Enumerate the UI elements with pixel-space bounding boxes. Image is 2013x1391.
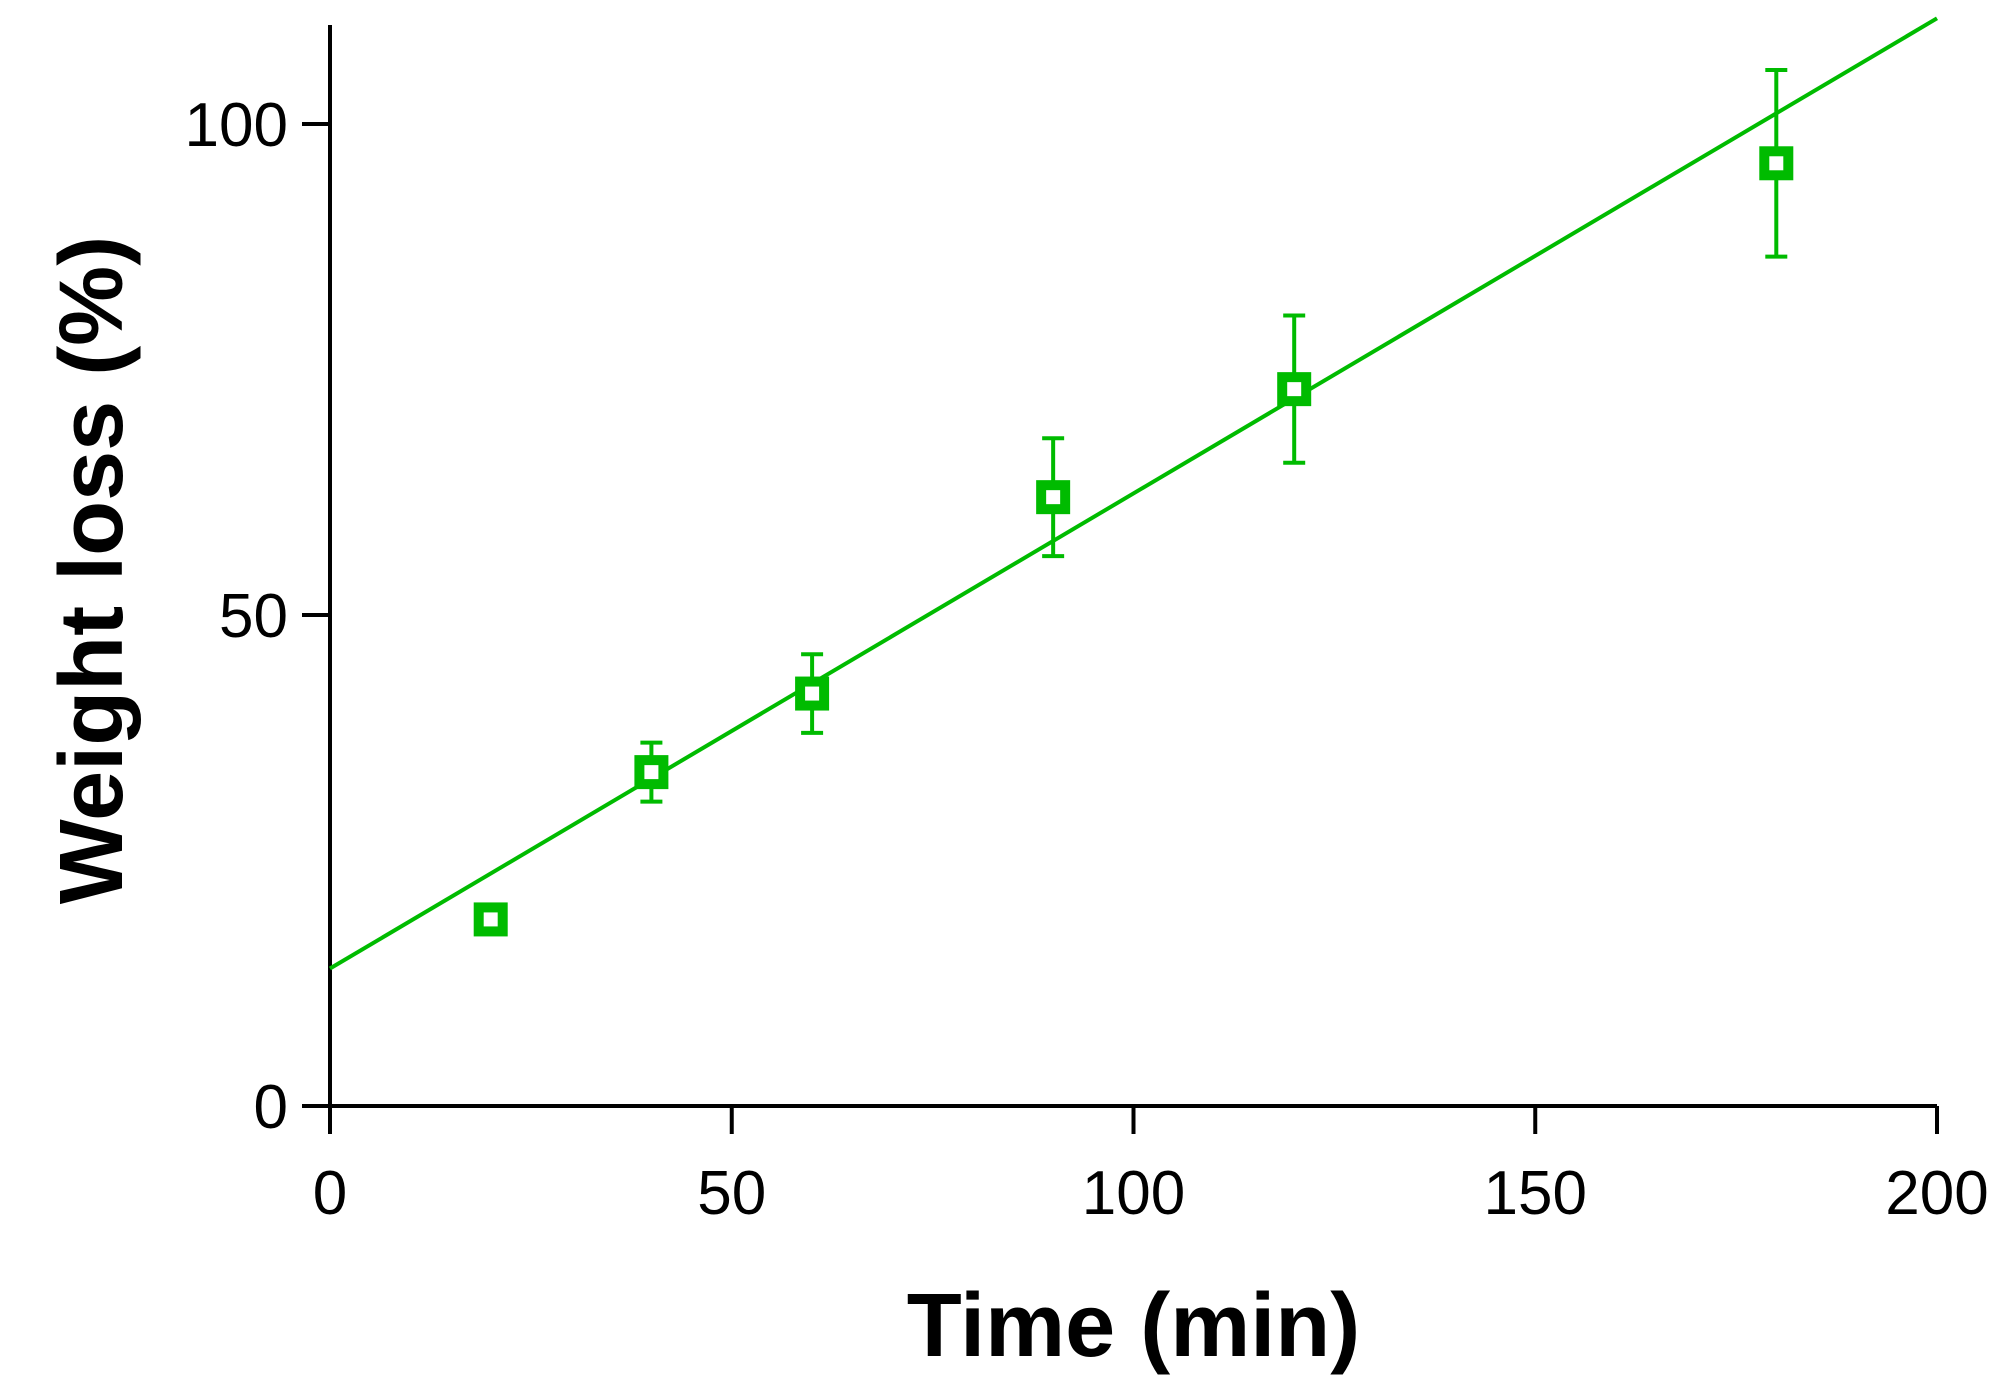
data-point (795, 676, 830, 711)
data-point (634, 755, 669, 790)
y-tick-label: 100 (185, 91, 288, 160)
axes (328, 25, 1937, 1108)
y-tick-label: 0 (254, 1073, 288, 1142)
x-tick-label: 100 (1082, 1159, 1185, 1228)
fit-line-group (328, 16, 1939, 971)
fit-line (328, 16, 1939, 971)
y-ticks: 0 50 100 (185, 91, 330, 1142)
data-point (1759, 146, 1794, 181)
x-tick-label: 50 (697, 1159, 766, 1228)
data-point (1036, 480, 1071, 515)
y-axis-title: Weight loss (%) (42, 236, 142, 904)
x-ticks: 0 50 100 150 200 (313, 1106, 1989, 1228)
data-point (473, 902, 508, 937)
x-tick-label: 0 (313, 1159, 347, 1228)
x-tick-label: 200 (1885, 1159, 1988, 1228)
data-point (1277, 372, 1312, 407)
y-tick-label: 50 (219, 582, 288, 651)
data-points (473, 67, 1794, 937)
x-tick-label: 150 (1484, 1159, 1587, 1228)
x-axis-title: Time (min) (907, 1276, 1360, 1376)
